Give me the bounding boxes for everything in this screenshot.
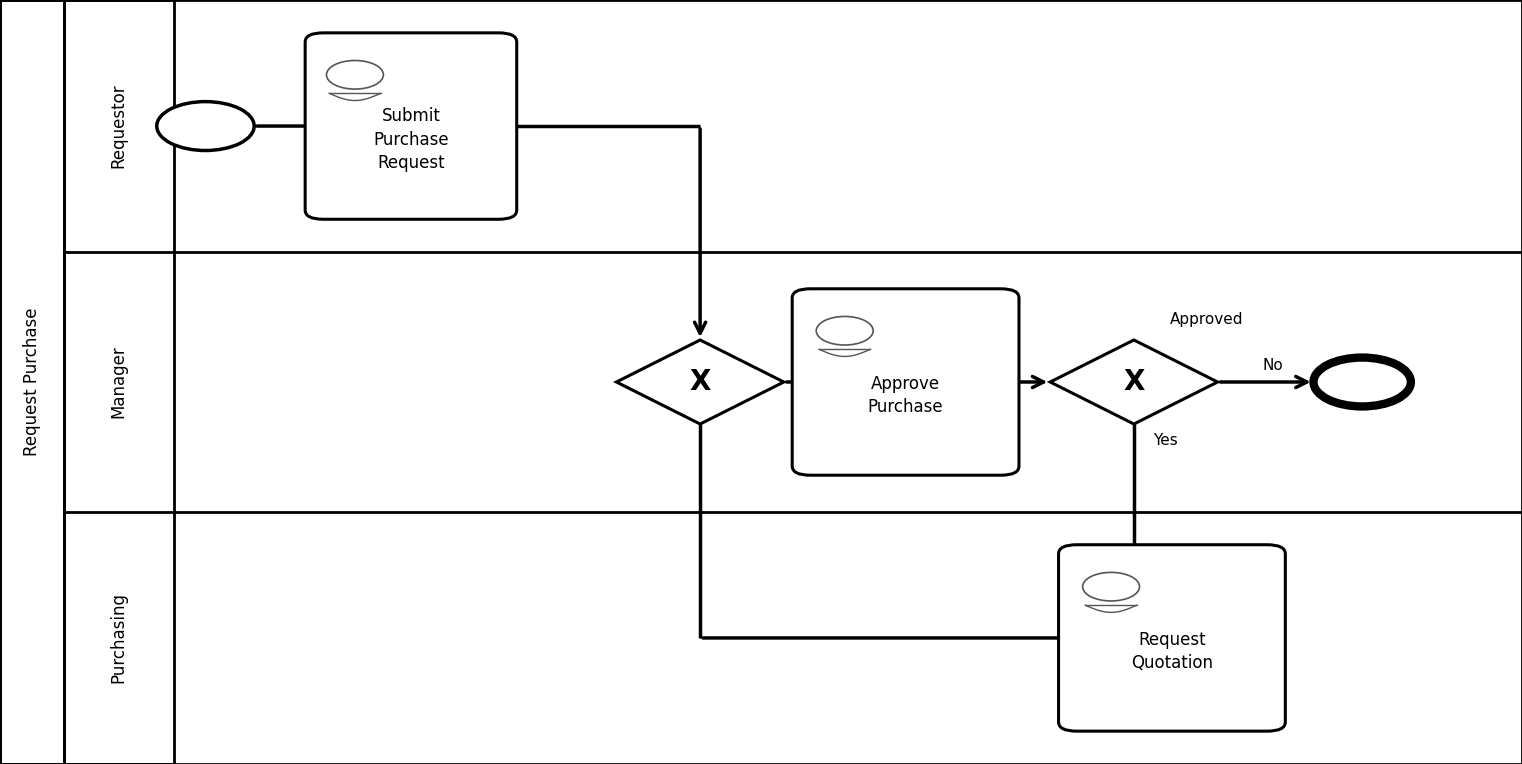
Text: Purchasing: Purchasing — [110, 592, 128, 684]
Circle shape — [157, 102, 254, 151]
Text: Manager: Manager — [110, 345, 128, 419]
Text: Approved: Approved — [1170, 312, 1243, 327]
FancyBboxPatch shape — [304, 33, 517, 219]
Text: X: X — [1123, 368, 1145, 396]
Text: Requestor: Requestor — [110, 84, 128, 168]
Text: Yes: Yes — [1154, 432, 1178, 448]
Text: X: X — [689, 368, 711, 396]
Polygon shape — [616, 340, 784, 424]
FancyBboxPatch shape — [1059, 545, 1285, 731]
Text: No: No — [1262, 358, 1283, 373]
Bar — [0, 0, 64, 764]
Text: Submit
Purchase
Request: Submit Purchase Request — [373, 107, 449, 172]
Circle shape — [1313, 358, 1411, 406]
Text: Approve
Purchase: Approve Purchase — [868, 374, 944, 416]
Text: Request Purchase: Request Purchase — [23, 308, 41, 456]
Bar — [64, 0, 174, 764]
FancyBboxPatch shape — [791, 289, 1020, 475]
Text: Request
Quotation: Request Quotation — [1131, 630, 1213, 672]
Polygon shape — [1050, 340, 1218, 424]
